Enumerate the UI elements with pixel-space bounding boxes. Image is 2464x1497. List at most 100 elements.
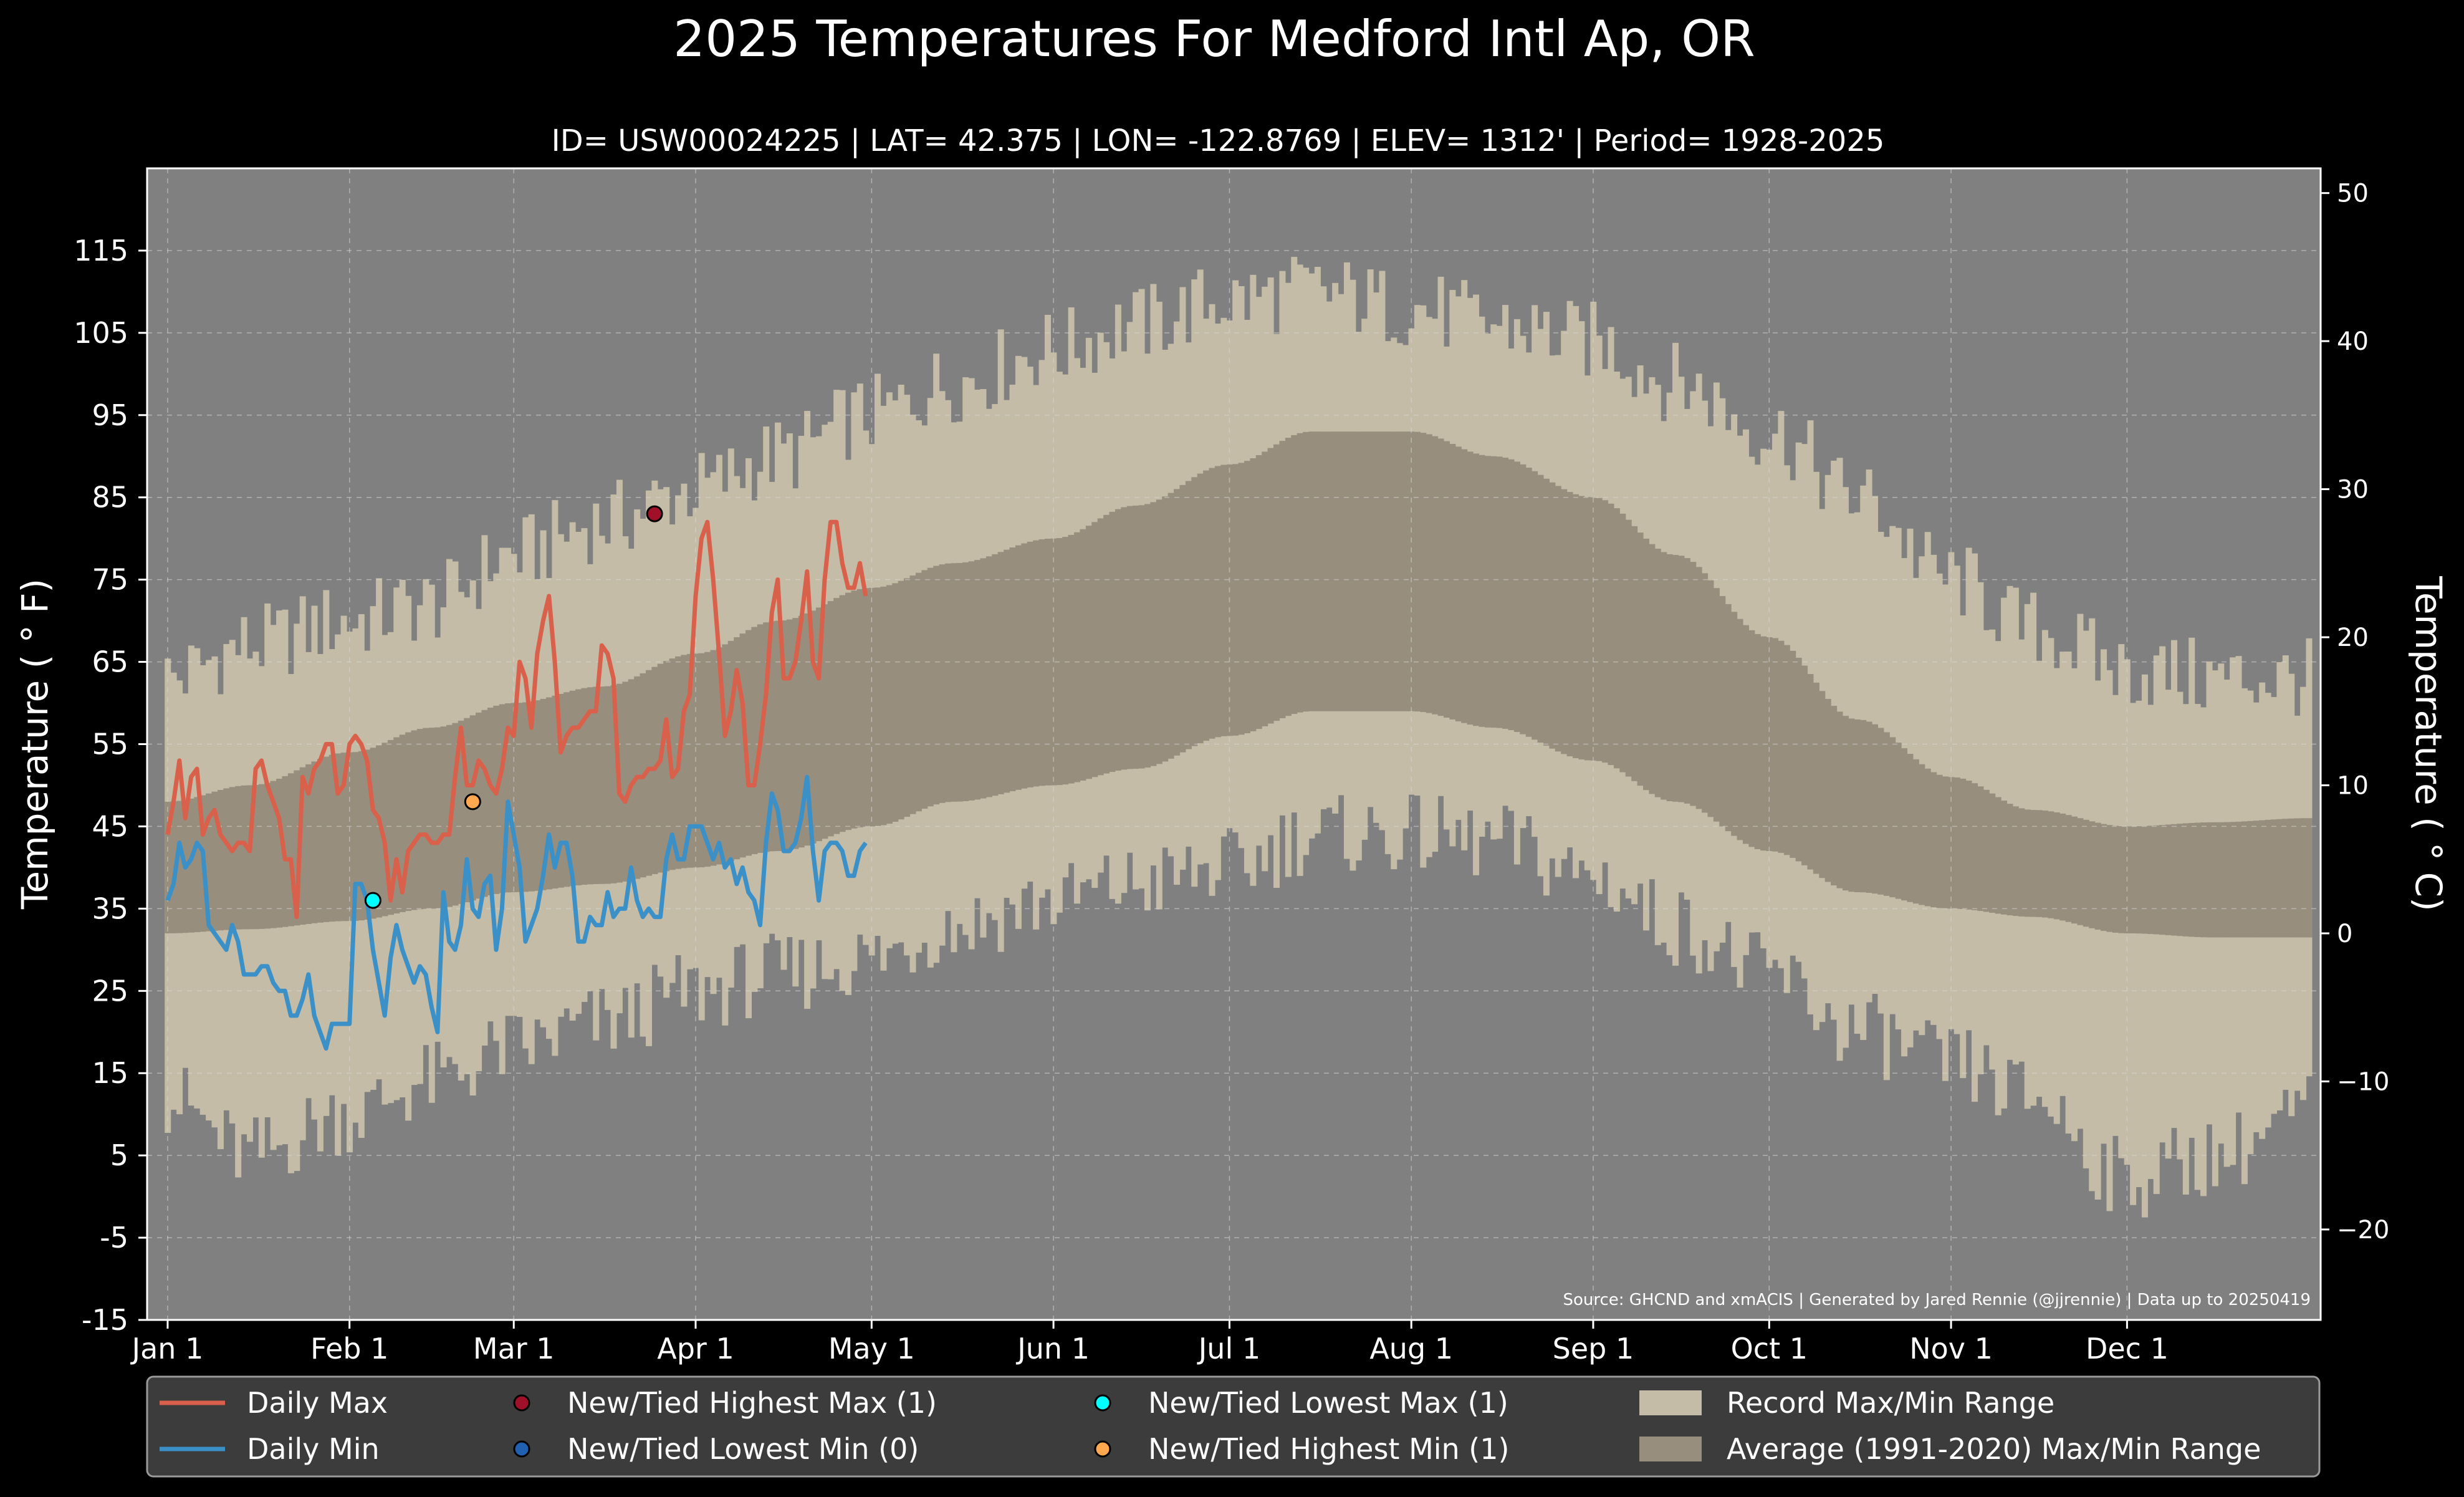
average-range-bar	[792, 618, 799, 849]
average-range-bar	[915, 572, 922, 812]
y-tick-label: 115	[74, 234, 128, 267]
average-range-bar	[1361, 431, 1368, 711]
y-axis-label-left: Temperature ( ° F)	[14, 579, 56, 910]
average-range-bar	[827, 601, 834, 837]
average-range-bar	[1561, 489, 1568, 754]
average-range-bar	[1795, 657, 1802, 862]
record-range-bar	[2200, 707, 2207, 1196]
average-range-bar	[780, 620, 787, 851]
y2-tick-label: −20	[2337, 1216, 2389, 1244]
average-range-bar	[951, 563, 957, 802]
legend-label: New/Tied Highest Max (1)	[567, 1386, 937, 1420]
average-range-bar	[909, 575, 916, 814]
average-range-bar	[839, 595, 846, 832]
average-range-bar	[1021, 543, 1028, 789]
average-range-bar	[1977, 786, 1984, 912]
average-range-bar	[1396, 431, 1403, 711]
average-range-bar	[1197, 473, 1204, 744]
average-range-bar	[1238, 463, 1245, 735]
average-range-bar	[1684, 558, 1690, 804]
average-range-bar	[211, 791, 218, 931]
average-range-bar	[939, 564, 946, 803]
average-range-bar	[1608, 503, 1614, 766]
record-range-bar	[2136, 700, 2142, 1187]
average-range-bar	[1719, 596, 1726, 827]
average-range-bar	[1801, 665, 1808, 865]
average-range-bar	[557, 693, 564, 888]
average-range-bar	[1619, 513, 1626, 773]
average-range-bar	[2048, 811, 2054, 918]
average-range-bar	[2041, 811, 2048, 918]
average-range-bar	[1965, 781, 1972, 910]
legend-label: Daily Min	[247, 1432, 380, 1466]
average-range-bar	[1549, 482, 1556, 749]
average-range-bar	[769, 621, 775, 852]
average-range-bar	[2223, 822, 2230, 938]
average-range-bar	[1167, 493, 1174, 759]
average-range-bar	[1027, 541, 1033, 787]
average-range-bar	[481, 710, 488, 897]
average-range-bar	[1502, 457, 1509, 729]
average-range-bar	[1989, 793, 1996, 913]
average-range-bar	[376, 745, 383, 918]
average-range-bar	[622, 681, 629, 882]
average-range-bar	[1860, 720, 1867, 893]
legend-marker-swatch	[1094, 1440, 1111, 1458]
average-range-bar	[2282, 819, 2289, 938]
average-range-bar	[2153, 825, 2160, 935]
average-range-bar	[170, 801, 177, 933]
average-range-bar	[1097, 518, 1104, 776]
average-range-bar	[2235, 821, 2242, 938]
average-range-bar	[1455, 446, 1462, 721]
average-range-bar	[1930, 772, 1937, 908]
average-range-bar	[657, 663, 664, 873]
x-tick-label: Aug 1	[1369, 1332, 1453, 1365]
average-range-bar	[1479, 455, 1485, 727]
average-range-bar	[1414, 431, 1421, 712]
average-range-bar	[944, 563, 951, 802]
record-markers	[364, 505, 663, 909]
average-range-bar	[370, 748, 376, 919]
average-range-bar	[1338, 431, 1345, 711]
average-range-bar	[1713, 588, 1720, 822]
average-range-bar	[686, 653, 693, 868]
average-range-bar	[1725, 604, 1732, 832]
legend-label: New/Tied Lowest Min (0)	[567, 1432, 919, 1466]
average-range-bar	[898, 580, 904, 820]
average-range-bar	[335, 753, 342, 922]
average-range-bar	[1842, 716, 1849, 891]
average-range-bar	[904, 578, 911, 817]
average-range-bar	[833, 598, 840, 834]
average-range-bar	[1824, 698, 1831, 882]
average-range-bar	[1907, 754, 1914, 902]
average-range-bar	[1642, 538, 1649, 791]
x-tick-label: Nov 1	[1909, 1332, 1993, 1365]
average-range-bar	[1308, 431, 1315, 711]
average-range-bar	[364, 749, 371, 920]
average-range-bar	[1496, 456, 1503, 728]
average-range-bar	[1332, 431, 1339, 711]
average-range-bar	[1126, 506, 1133, 769]
average-range-bar	[1121, 507, 1128, 770]
average-range-bar	[1807, 674, 1814, 870]
average-range-bars	[165, 431, 2313, 938]
legend: Daily Max Daily Min New/Tied Highest Max (…	[146, 1375, 2321, 1478]
record-range-bar	[2182, 704, 2189, 1195]
average-range-bar	[722, 644, 729, 863]
average-range-bar	[2136, 826, 2142, 934]
average-range-bar	[2130, 826, 2137, 934]
average-range-bar	[1737, 619, 1743, 840]
average-range-bar	[2101, 824, 2107, 931]
average-range-bar	[1637, 532, 1644, 786]
average-range-bar	[880, 586, 887, 826]
average-range-bar	[352, 752, 359, 921]
average-range-bar	[2177, 824, 2184, 936]
average-range-bar	[294, 770, 300, 926]
average-range-bar	[1866, 721, 1872, 893]
average-range-bar	[1919, 764, 1925, 905]
average-range-bar	[1584, 497, 1591, 761]
y2-tick-label: 30	[2337, 476, 2369, 504]
legend-label: Average (1991-2020) Max/Min Range	[1727, 1432, 2261, 1466]
average-range-bar	[217, 789, 224, 931]
average-range-bar	[1578, 496, 1585, 760]
